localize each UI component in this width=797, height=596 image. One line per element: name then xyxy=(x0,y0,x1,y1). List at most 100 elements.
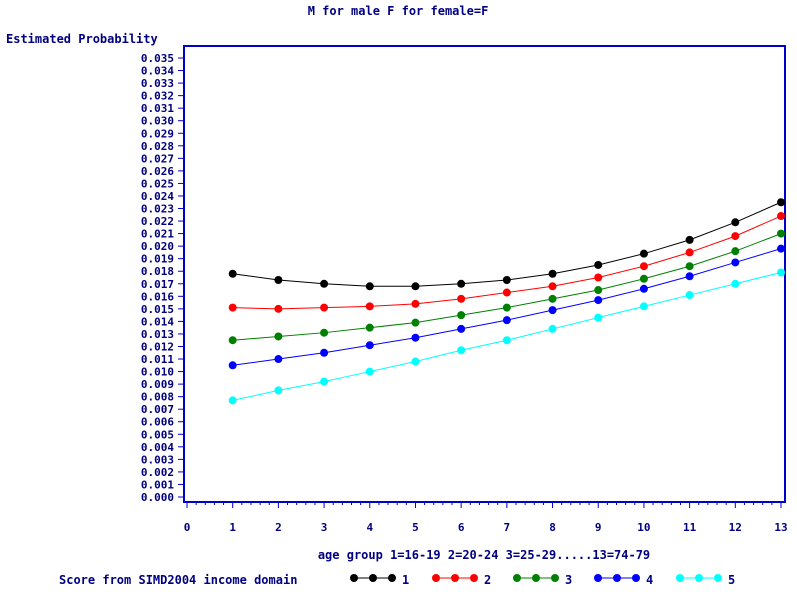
series-layer xyxy=(228,198,785,405)
legend-swatch-point xyxy=(388,574,396,582)
y-tick-label: 0.019 xyxy=(141,253,174,266)
x-tick-label: 12 xyxy=(729,521,742,534)
data-point xyxy=(457,294,466,303)
data-point xyxy=(228,396,237,405)
series-1 xyxy=(228,198,785,291)
legend-label: 5 xyxy=(728,573,735,587)
data-point xyxy=(594,286,603,295)
legend-swatch-point xyxy=(594,574,602,582)
y-tick-label: 0.018 xyxy=(141,265,174,278)
legend-label: 2 xyxy=(484,573,491,587)
legend-label: 1 xyxy=(402,573,409,587)
x-tick-label: 1 xyxy=(229,521,236,534)
legend-swatch-point xyxy=(714,574,722,582)
data-point xyxy=(639,274,648,283)
y-tick-label: 0.008 xyxy=(141,391,174,404)
data-point xyxy=(274,355,283,364)
x-axis-label: age group 1=16-19 2=20-24 3=25-29.....13… xyxy=(318,548,650,562)
y-tick-label: 0.003 xyxy=(141,453,174,466)
data-point xyxy=(502,336,511,345)
data-point xyxy=(228,361,237,370)
y-tick-label: 0.032 xyxy=(141,90,174,103)
data-point xyxy=(731,232,740,241)
y-tick-label: 0.028 xyxy=(141,140,174,153)
data-point xyxy=(731,279,740,288)
y-tick-label: 0.007 xyxy=(141,403,174,416)
y-tick-label: 0.011 xyxy=(141,353,174,366)
data-point xyxy=(594,313,603,322)
data-point xyxy=(685,235,694,244)
y-tick-label: 0.031 xyxy=(141,102,174,115)
data-point xyxy=(548,269,557,278)
data-point xyxy=(594,260,603,269)
data-point xyxy=(594,273,603,282)
data-point xyxy=(457,324,466,333)
data-point xyxy=(228,303,237,312)
data-point xyxy=(548,306,557,315)
y-tick-label: 0.020 xyxy=(141,240,174,253)
data-point xyxy=(548,294,557,303)
y-tick-label: 0.014 xyxy=(141,315,174,328)
data-point xyxy=(777,212,785,221)
x-tick-label: 3 xyxy=(321,521,328,534)
data-point xyxy=(685,272,694,281)
data-point xyxy=(457,346,466,355)
y-tick-label: 0.025 xyxy=(141,177,174,190)
data-point xyxy=(411,299,420,308)
series-4 xyxy=(228,244,785,370)
data-point xyxy=(731,247,740,256)
data-point xyxy=(320,328,329,337)
x-tick-label: 4 xyxy=(366,521,373,534)
legend-swatch-point xyxy=(432,574,440,582)
y-tick-label: 0.016 xyxy=(141,290,174,303)
data-point xyxy=(457,279,466,288)
y-tick-label: 0.029 xyxy=(141,127,174,140)
data-point xyxy=(777,268,785,277)
y-tick-label: 0.015 xyxy=(141,303,174,316)
legend-swatch-point xyxy=(350,574,358,582)
data-point xyxy=(274,386,283,395)
data-point xyxy=(502,303,511,312)
data-point xyxy=(639,262,648,271)
data-point xyxy=(685,291,694,300)
y-tick-label: 0.010 xyxy=(141,366,174,379)
data-point xyxy=(320,377,329,386)
y-tick-label: 0.012 xyxy=(141,340,174,353)
y-tick-label: 0.013 xyxy=(141,328,174,341)
series-5 xyxy=(228,268,785,405)
legend-item-4: 4 xyxy=(594,573,653,587)
data-point xyxy=(274,332,283,341)
x-tick-label: 11 xyxy=(683,521,697,534)
data-point xyxy=(548,282,557,291)
legend-swatch-point xyxy=(532,574,540,582)
x-tick-label: 7 xyxy=(504,521,511,534)
x-axis: 0 1 2 3 4 5 6 7 8 9 10 11 12 13 xyxy=(184,502,788,534)
data-point xyxy=(777,244,785,253)
y-tick-label: 0.006 xyxy=(141,416,174,429)
y-tick-label: 0.021 xyxy=(141,228,174,241)
data-point xyxy=(731,258,740,267)
y-tick-label: 0.022 xyxy=(141,215,174,228)
data-point xyxy=(365,323,374,332)
legend: 1 2 3 4 5 xyxy=(350,573,735,587)
series-3 xyxy=(228,229,785,345)
y-tick-label: 0.005 xyxy=(141,428,174,441)
data-point xyxy=(639,249,648,258)
legend-swatch-point xyxy=(632,574,640,582)
x-tick-label: 9 xyxy=(595,521,602,534)
data-point xyxy=(731,218,740,227)
y-tick-label: 0.026 xyxy=(141,165,174,178)
y-tick-label: 0.017 xyxy=(141,278,174,291)
data-point xyxy=(320,303,329,312)
x-tick-label: 13 xyxy=(774,521,787,534)
data-point xyxy=(320,348,329,357)
x-tick-label: 10 xyxy=(637,521,650,534)
data-point xyxy=(502,288,511,297)
data-point xyxy=(365,367,374,376)
legend-title: Score from SIMD2004 income domain xyxy=(59,573,297,587)
y-tick-label: 0.004 xyxy=(141,441,174,454)
legend-swatch-point xyxy=(451,574,459,582)
x-tick-label: 0 xyxy=(184,521,191,534)
x-tick-label: 2 xyxy=(275,521,282,534)
